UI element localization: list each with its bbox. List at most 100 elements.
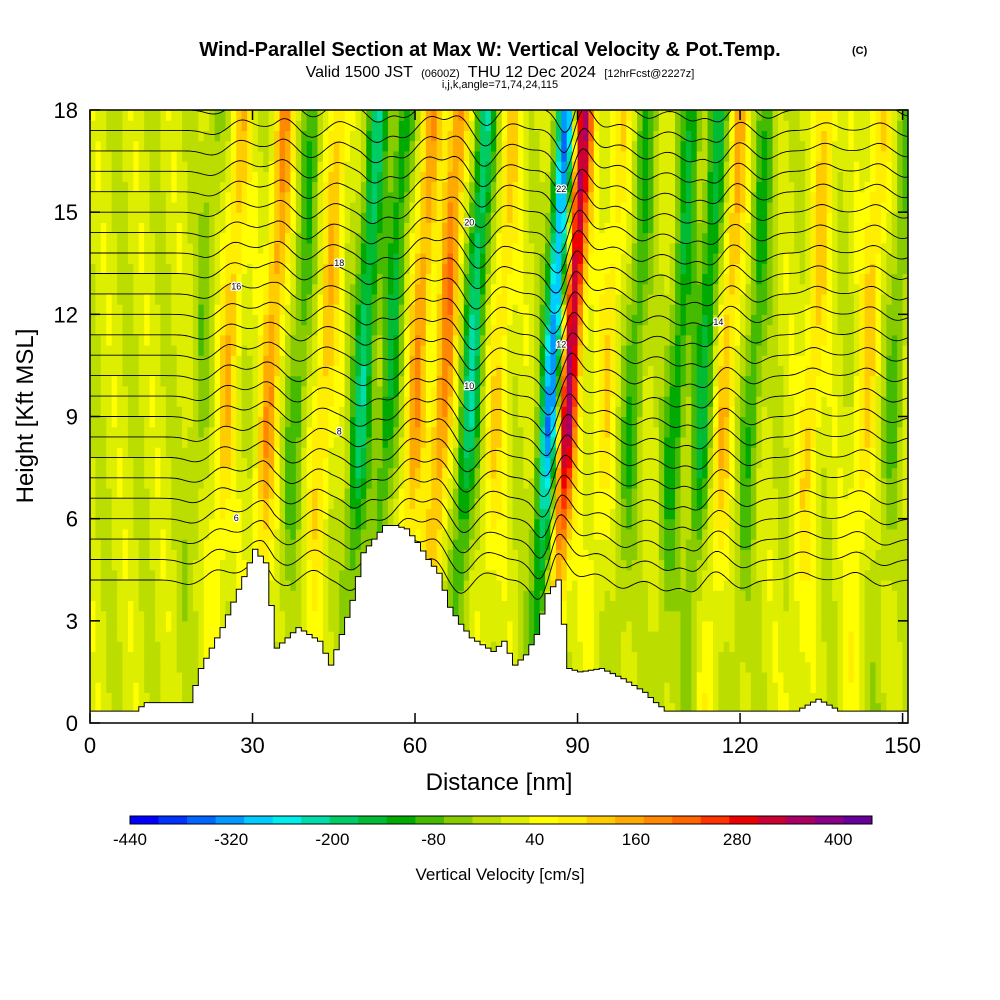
theta-contour-line [90, 128, 908, 174]
theta-contour-label: 20 [464, 218, 474, 228]
colorbar-tick-label: -200 [315, 830, 349, 849]
colorbar-swatch [672, 816, 702, 824]
y-tick-label: 9 [66, 405, 78, 430]
y-tick-label: 6 [66, 507, 78, 532]
colorbar-swatch [329, 816, 359, 824]
theta-contour-line [90, 168, 908, 214]
theta-contour-line [90, 291, 908, 335]
theta-contour-label: 18 [334, 258, 344, 268]
grid-info: i,j,k,angle=71,74,24,115 [442, 79, 558, 91]
colorbar-tick-label: 160 [622, 830, 650, 849]
x-tick-label: 90 [565, 733, 589, 758]
theta-contour-label: 10 [464, 381, 474, 391]
colorbar-swatch [814, 816, 844, 824]
colorbar-swatch [443, 816, 473, 824]
x-tick-label: 150 [884, 733, 921, 758]
colorbar-tick-label: -440 [113, 830, 147, 849]
theta-contour-line [90, 474, 908, 518]
colorbar-swatch [386, 816, 416, 824]
theta-contour-line [90, 352, 908, 396]
theta-contour-line [90, 332, 908, 375]
theta-contour-line [90, 250, 908, 294]
theta-contours [90, 110, 908, 600]
x-tick-label: 30 [240, 733, 264, 758]
colorbar-swatch [786, 816, 816, 824]
colorbar-swatch [558, 816, 588, 824]
theta-contour-label: 6 [234, 513, 239, 523]
theta-contour-line [90, 230, 908, 274]
colorbar-swatch [501, 816, 530, 824]
colorbar-swatch [643, 816, 673, 824]
colorbar-swatch [729, 816, 759, 824]
theta-contour-line [90, 311, 908, 355]
colorbar: -440 -320 -200 -80 40 160 280 400 [113, 815, 873, 849]
colorbar-swatch [529, 816, 559, 824]
y-tick-label: 3 [66, 609, 78, 634]
colorbar-tick-label: -80 [421, 830, 446, 849]
theta-contour-line [90, 434, 908, 477]
theta-contour-label: 14 [713, 317, 723, 327]
theta-contour-line [90, 110, 908, 154]
x-axis-ticks: 0 30 60 90 120 150 [84, 110, 921, 758]
theta-contour-line [90, 494, 908, 538]
theta-contour-line [90, 189, 908, 234]
colorbar-swatch [843, 816, 873, 824]
colorbar-swatch [158, 816, 188, 824]
colorbar-tick-label: 40 [525, 830, 544, 849]
theta-contour-label: 8 [337, 426, 342, 436]
theta-contour-line [90, 271, 908, 314]
colorbar-swatch [272, 816, 302, 824]
theta-contour-line [90, 209, 908, 254]
y-axis-label: Height [Kft MSL] [12, 329, 39, 504]
colorbar-swatch [301, 816, 331, 824]
theta-contour-line [90, 110, 908, 133]
colorbar-swatch [615, 816, 645, 824]
y-axis-ticks: 0 3 6 9 12 15 18 [54, 98, 908, 736]
colorbar-swatch [757, 816, 787, 824]
theta-contour-line [90, 148, 908, 194]
theta-contour-label: 12 [556, 339, 566, 349]
theta-contour-label: 22 [556, 184, 566, 194]
theta-contour-labels: 6 8 10 12 14 16 18 20 22 [230, 183, 725, 524]
utc-time: (0600Z) [421, 68, 460, 80]
chart-title: Wind-Parallel Section at Max W: Vertical… [199, 39, 780, 61]
colorbar-swatch [586, 816, 616, 824]
valid-time: Valid 1500 JST [306, 64, 414, 81]
copyright-mark: (C) [852, 45, 868, 57]
colorbar-swatch [130, 816, 159, 824]
colorbar-swatch [187, 816, 217, 824]
chart-subtitle: Valid 1500 JST (0600Z) THU 12 Dec 2024 [… [306, 64, 695, 81]
colorbar-tick-label: 280 [723, 830, 751, 849]
plot-area: 6 8 10 12 14 16 18 20 22 [90, 110, 908, 723]
x-tick-label: 60 [403, 733, 427, 758]
valid-date: THU 12 Dec 2024 [468, 64, 596, 81]
theta-contour-line [90, 373, 908, 416]
colorbar-swatch [700, 816, 730, 824]
theta-contour-line [90, 513, 908, 559]
theta-contour-label: 16 [231, 281, 241, 291]
x-axis-label: Distance [nm] [426, 769, 573, 796]
y-tick-label: 0 [66, 711, 78, 736]
terrain [90, 525, 908, 723]
theta-contour-line [90, 414, 908, 456]
theta-contour-line [90, 533, 908, 580]
colorbar-swatch [415, 816, 445, 824]
velocity-field [90, 110, 908, 723]
colorbar-swatch [472, 816, 502, 824]
theta-contour-line [90, 393, 908, 437]
colorbar-frame [129, 815, 873, 825]
colorbar-label: Vertical Velocity [cm/s] [415, 865, 584, 884]
colorbar-swatch [215, 816, 245, 824]
forecast-info: [12hrFcst@2227z] [604, 68, 694, 80]
y-tick-label: 15 [54, 200, 78, 225]
y-tick-label: 12 [54, 302, 78, 327]
colorbar-swatch [358, 816, 388, 824]
x-tick-label: 0 [84, 733, 96, 758]
colorbar-tick-label: -320 [214, 830, 248, 849]
colorbar-swatch [244, 816, 274, 824]
theta-contour-line [90, 454, 908, 497]
theta-contour-line [90, 552, 908, 600]
colorbar-tick-label: 400 [824, 830, 852, 849]
x-tick-label: 120 [722, 733, 759, 758]
